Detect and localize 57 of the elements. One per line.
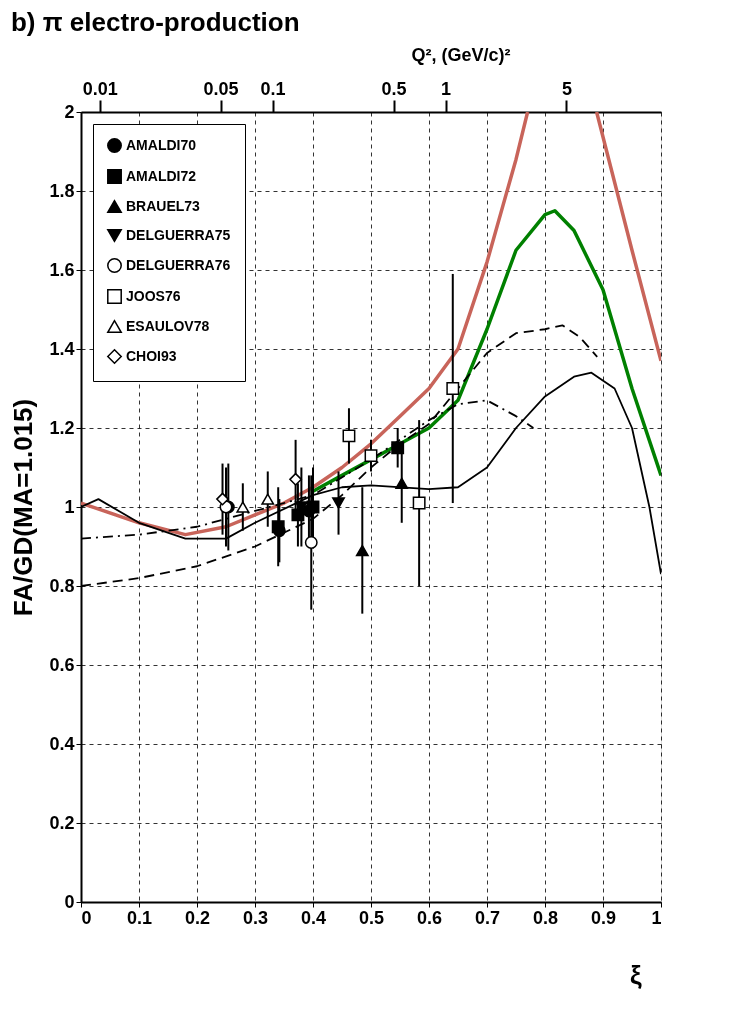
x2-tick-label: 0.01 (82, 78, 118, 99)
point (289, 472, 303, 486)
y-tick-label: 0.4 (49, 733, 75, 754)
x-tick-label: 0.5 (358, 907, 385, 928)
legend-label: AMALDI72 (126, 167, 197, 184)
point (332, 497, 345, 509)
point (236, 501, 250, 513)
point (412, 496, 426, 510)
y-tick-label: 1.6 (49, 259, 75, 280)
point (271, 520, 285, 534)
line-series (81, 112, 530, 537)
legend-label: CHOI93 (126, 347, 177, 364)
y-tick-label: 0.8 (49, 575, 75, 596)
y-tick-label: 0 (64, 891, 75, 912)
y-axis-title: FA/GD(MA=1.015) (8, 398, 39, 617)
x-tick-label: 0.4 (300, 907, 327, 928)
x2-tick-label: 0.1 (260, 78, 286, 99)
legend-label: ESAULOV78 (126, 317, 210, 334)
legend-label: AMALDI70 (126, 136, 197, 153)
line-series (311, 209, 661, 493)
y-tick-label: 2 (64, 101, 75, 122)
y-tick-label: 0.6 (49, 654, 75, 675)
x2-tick-label: 5 (561, 78, 572, 99)
point (261, 493, 275, 505)
chart-title: b) π electro-production (10, 7, 300, 37)
point (364, 449, 378, 463)
x-tick-label: 0.2 (184, 907, 211, 928)
x-tick-label: 1 (651, 907, 662, 928)
y-tick-label: 1.8 (49, 180, 75, 201)
point (342, 429, 356, 443)
x2-tick-label: 0.05 (203, 78, 239, 99)
legend-label: BRAUEL73 (126, 197, 201, 214)
point (395, 477, 409, 489)
point (304, 536, 318, 549)
point (291, 508, 305, 522)
x-axis-title: ξ (629, 959, 642, 990)
legend-label: DELGUERRA76 (126, 256, 231, 273)
x-tick-label: 0.9 (590, 907, 617, 928)
x-tick-label: 0 (81, 907, 92, 928)
x-tick-label: 0.8 (532, 907, 559, 928)
x-tick-label: 0.6 (416, 907, 443, 928)
legend-label: DELGUERRA75 (126, 226, 231, 243)
legend-label: JOOS76 (126, 287, 181, 304)
y-tick-label: 1.2 (49, 417, 75, 438)
x-tick-label: 0.7 (474, 907, 501, 928)
x2-tick-label: 0.5 (381, 78, 407, 99)
x2-tick-label: 1 (441, 78, 452, 99)
x-tick-label: 0.1 (126, 907, 153, 928)
y-tick-label: 1.4 (49, 338, 75, 359)
x2-axis-title: Q², (GeV/c)² (411, 44, 511, 65)
x-tick-label: 0.3 (242, 907, 269, 928)
point (216, 492, 229, 506)
y-tick-label: 0.2 (49, 812, 75, 833)
point (391, 441, 405, 455)
point (446, 382, 460, 395)
y-tick-label: 1 (64, 496, 75, 517)
point (355, 544, 369, 557)
